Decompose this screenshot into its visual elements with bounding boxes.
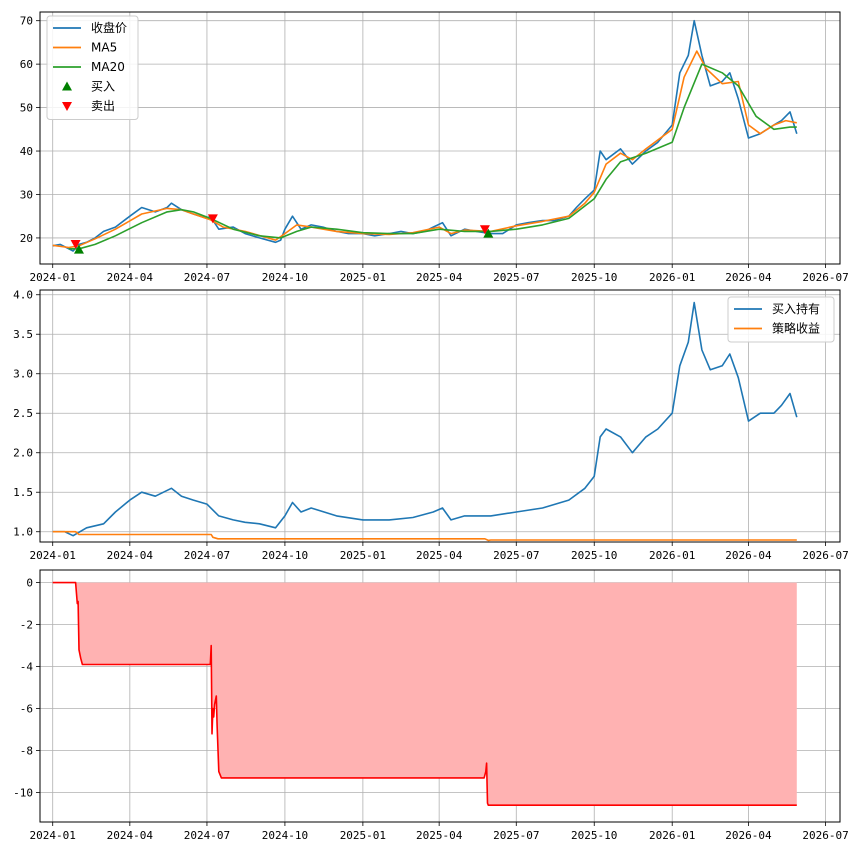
series-line-1 (52, 530, 797, 542)
x-tick-label: 2026-04 (725, 829, 772, 842)
axes-frame (39, 11, 841, 265)
x-tick-label: 2026-01 (649, 829, 695, 842)
x-tick-label: 2024-04 (107, 549, 154, 562)
x-tick-label: 2024-10 (262, 549, 308, 562)
x-tick-label: 2024-04 (107, 271, 154, 284)
sell-marker (479, 225, 490, 235)
series-lines (52, 581, 797, 806)
x-axis: 2024-01 2024-04 2024-07 2024-10 2025-01 2025-… (30, 822, 849, 842)
x-axis: 2024-01 2024-04 2024-07 2024-10 2025-01 2025-… (30, 542, 849, 562)
axes-frame (39, 289, 841, 543)
x-tick-label: 2024-01 (30, 549, 76, 562)
price-chart: 2024-01 2024-04 2024-07 2024-10 2025-01 2025-… (20, 11, 849, 284)
y-tick-label: -8 (20, 745, 33, 758)
x-tick-label: 2024-07 (184, 271, 230, 284)
buy-marker (73, 244, 84, 254)
x-tick-label: 2026-07 (802, 829, 848, 842)
y-tick-label: 0 (26, 577, 33, 590)
legend-label: 买入持有 (772, 301, 820, 316)
legend-swatch (62, 102, 72, 111)
y-tick-label: 3.5 (13, 328, 33, 341)
x-tick-label: 2025-04 (416, 829, 463, 842)
x-tick-label: 2025-07 (493, 271, 539, 284)
y-tick-label: 60 (20, 58, 33, 71)
x-tick-label: 2024-10 (262, 271, 308, 284)
y-tick-label: 2.0 (13, 447, 33, 460)
sell-marker (70, 240, 81, 250)
x-tick-label: 2026-04 (725, 549, 772, 562)
y-axis: 20 30 40 50 60 70 (20, 15, 40, 245)
y-tick-label: 4.0 (13, 289, 33, 302)
area-fill (52, 582, 797, 806)
legend-label: 收盘价 (91, 20, 127, 35)
y-tick-label: 1.5 (13, 486, 33, 499)
y-tick-label: 30 (20, 188, 33, 201)
legend-label: 卖出 (91, 99, 115, 113)
returns-chart: 2024-01 2024-04 2024-07 2024-10 2025-01 2025-… (13, 289, 849, 562)
y-tick-label: 2.5 (13, 407, 33, 420)
legend-box (46, 15, 139, 120)
legend-label: MA5 (91, 41, 117, 55)
x-tick-label: 2026-01 (649, 271, 695, 284)
x-tick-label: 2024-07 (184, 549, 230, 562)
legend-swatch (62, 81, 72, 91)
y-tick-label: 3.0 (13, 368, 33, 381)
x-tick-label: 2025-01 (340, 271, 386, 284)
x-tick-label: 2025-07 (493, 829, 539, 842)
x-tick-label: 2026-07 (802, 549, 848, 562)
y-tick-label: 20 (20, 232, 33, 245)
y-axis: 0 -2 -4 -6 -8 -10 (13, 577, 40, 800)
y-tick-label: -4 (20, 661, 34, 674)
x-tick-label: 2025-10 (571, 549, 617, 562)
y-tick-label: 1.0 (13, 526, 33, 539)
x-tick-label: 2024-07 (184, 829, 230, 842)
buy-marker (483, 228, 494, 238)
series-lines (52, 301, 798, 542)
x-tick-label: 2025-10 (571, 271, 617, 284)
series-line-0 (52, 301, 798, 537)
trade-markers (70, 214, 494, 254)
y-tick-label: -6 (20, 703, 33, 716)
series-line-0 (52, 581, 797, 806)
x-tick-label: 2025-01 (340, 549, 386, 562)
series-line-2 (68, 63, 797, 250)
x-tick-label: 2025-07 (493, 549, 539, 562)
x-tick-label: 2026-01 (649, 549, 695, 562)
x-tick-label: 2026-04 (725, 271, 772, 284)
y-tick-label: 50 (20, 102, 33, 115)
x-tick-label: 2024-01 (30, 829, 76, 842)
x-tick-label: 2025-01 (340, 829, 386, 842)
y-axis: 1.0 1.5 2.0 2.5 3.0 3.5 4.0 (13, 289, 40, 539)
series-lines (52, 19, 798, 252)
x-axis: 2024-01 2024-04 2024-07 2024-10 2025-01 2025-… (30, 264, 849, 284)
drawdown-chart: 2024-01 2024-04 2024-07 2024-10 2025-01 2025-… (13, 569, 849, 842)
x-tick-label: 2025-04 (416, 271, 463, 284)
x-tick-label: 2025-10 (571, 829, 617, 842)
sell-marker (207, 214, 218, 224)
legend-label: MA20 (91, 60, 125, 74)
y-tick-label: -2 (20, 619, 33, 632)
drawdown-area (52, 582, 797, 806)
x-tick-label: 2025-04 (416, 549, 463, 562)
grid-lines (40, 290, 840, 542)
x-tick-label: 2024-01 (30, 271, 76, 284)
y-tick-label: 70 (20, 15, 33, 28)
x-tick-label: 2024-04 (107, 829, 154, 842)
legend-label: 策略收益 (772, 321, 820, 336)
x-tick-label: 2026-07 (802, 271, 848, 284)
y-tick-label: 40 (20, 145, 33, 158)
axes-frame (39, 569, 841, 823)
legend-label: 买入 (91, 80, 115, 94)
y-tick-label: -10 (13, 787, 33, 800)
x-tick-label: 2024-10 (262, 829, 308, 842)
